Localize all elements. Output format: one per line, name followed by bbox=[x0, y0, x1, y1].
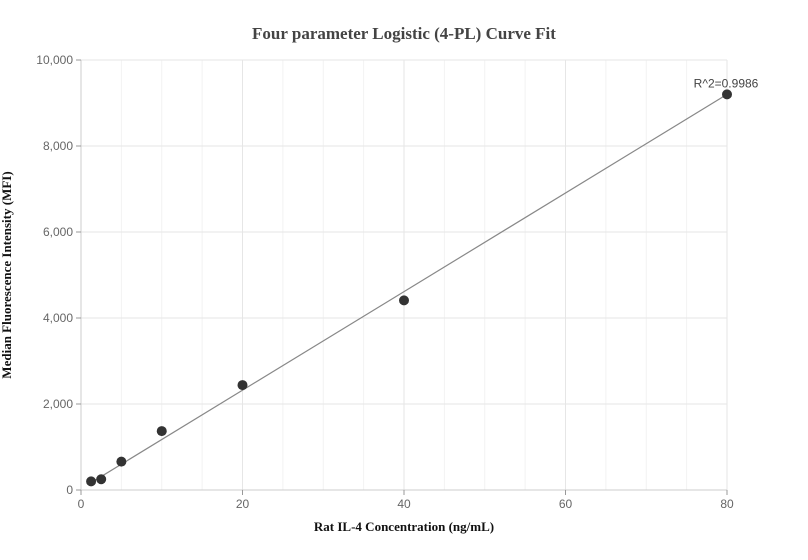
x-tick-label: 80 bbox=[720, 497, 734, 511]
x-tick-label: 0 bbox=[78, 497, 85, 511]
x-tick-label: 60 bbox=[559, 497, 573, 511]
data-points bbox=[86, 89, 732, 487]
data-point bbox=[399, 295, 409, 306]
x-axis-title: Rat IL-4 Concentration (ng/mL) bbox=[314, 519, 494, 534]
data-point bbox=[237, 380, 248, 391]
grid bbox=[80, 59, 728, 491]
data-point bbox=[722, 89, 732, 100]
y-tick-label: 6,000 bbox=[43, 225, 73, 239]
y-axis-title: Median Fluorescence Intensity (MFI) bbox=[0, 171, 14, 378]
axes: 0 20 40 60 80 0 2,000 4,000 6,000 8,000 10,000 bbox=[36, 53, 734, 511]
y-tick-label: 2,000 bbox=[43, 397, 73, 411]
x-tick-label: 40 bbox=[397, 497, 411, 511]
x-tick-label: 20 bbox=[236, 497, 250, 511]
y-tick-label: 0 bbox=[66, 483, 73, 497]
fit-line bbox=[90, 93, 728, 484]
fit-line-group bbox=[90, 93, 728, 484]
y-tick-label: 8,000 bbox=[43, 139, 73, 153]
data-point bbox=[116, 456, 127, 467]
r-squared-annotation: R^2=0.9986 bbox=[694, 76, 759, 90]
data-point bbox=[86, 476, 97, 487]
data-point bbox=[96, 474, 107, 485]
y-tick-label: 4,000 bbox=[43, 311, 73, 325]
chart-title: Four parameter Logistic (4-PL) Curve Fit bbox=[252, 24, 556, 43]
data-point bbox=[156, 426, 167, 437]
y-tick-label: 10,000 bbox=[36, 53, 73, 67]
